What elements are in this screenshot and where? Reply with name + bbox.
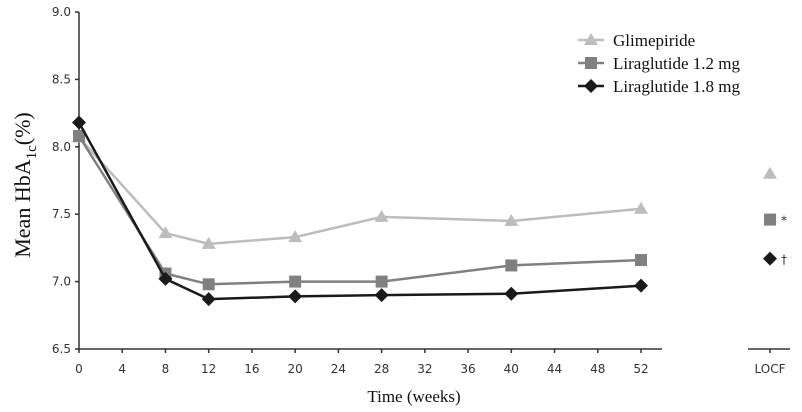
y-tick-label: 8.0 bbox=[52, 140, 71, 154]
x-tick-label: 40 bbox=[504, 362, 519, 376]
x-axis-label: Time (weeks) bbox=[367, 387, 460, 406]
series-line bbox=[77, 121, 642, 301]
x-tick-label: 4 bbox=[118, 362, 126, 376]
data-point bbox=[635, 254, 647, 267]
data-point bbox=[201, 292, 216, 307]
y-tick-label: 8.5 bbox=[52, 72, 71, 86]
x-tick-label: 44 bbox=[547, 362, 562, 376]
legend-label: Glimepiride bbox=[613, 31, 695, 50]
data-point bbox=[504, 213, 519, 226]
x-tick-label: 48 bbox=[590, 362, 605, 376]
data-point bbox=[201, 236, 216, 249]
series-diamond: † bbox=[72, 115, 787, 307]
x-tick-label: 8 bbox=[162, 362, 170, 376]
y-axis-label: Mean HbA1c(%) bbox=[10, 112, 40, 258]
data-point bbox=[288, 230, 303, 243]
legend-item: Glimepiride bbox=[578, 31, 695, 50]
legend-item: Liraglutide 1.8 mg bbox=[578, 77, 741, 96]
y-tick-label: 7.5 bbox=[52, 207, 71, 221]
legend-label: Liraglutide 1.8 mg bbox=[613, 77, 741, 96]
data-point bbox=[374, 209, 389, 222]
y-tick-label: 6.5 bbox=[52, 342, 71, 356]
data-point bbox=[289, 275, 302, 288]
legend-label: Liraglutide 1.2 mg bbox=[613, 54, 741, 73]
series-line bbox=[77, 135, 642, 286]
data-point bbox=[202, 278, 215, 291]
legend-marker bbox=[584, 79, 598, 93]
x-tick-label: 12 bbox=[201, 362, 216, 376]
locf-point bbox=[763, 251, 777, 266]
legend-marker bbox=[584, 33, 598, 45]
data-point bbox=[634, 278, 648, 293]
x-tick-label: 20 bbox=[288, 362, 303, 376]
data-point bbox=[504, 286, 519, 301]
locf-label: LOCF bbox=[755, 362, 786, 376]
data-point bbox=[288, 289, 303, 304]
data-point bbox=[72, 115, 86, 130]
legend: Glimepiride Liraglutide 1.2 mg Liraglutide… bbox=[578, 31, 741, 96]
data-point bbox=[634, 201, 648, 214]
data-point bbox=[374, 288, 389, 303]
locf-significance-mark: * bbox=[781, 214, 787, 228]
locf-significance-mark: † bbox=[781, 253, 787, 267]
locf-point bbox=[764, 213, 776, 226]
series-line bbox=[78, 136, 642, 246]
y-tick-label: 9.0 bbox=[52, 5, 71, 19]
axes: 6.57.07.58.08.59.00 4 8 12 16 20 24 28 32 36 40 44 4… bbox=[52, 5, 790, 376]
legend-item: Liraglutide 1.2 mg bbox=[578, 54, 741, 73]
x-tick-label: 36 bbox=[460, 362, 475, 376]
data-point bbox=[158, 271, 173, 286]
x-tick-label: 0 bbox=[75, 362, 83, 376]
legend-marker bbox=[585, 57, 597, 69]
data-point bbox=[375, 275, 388, 288]
locf-point bbox=[763, 166, 777, 179]
x-tick-label: 52 bbox=[633, 362, 648, 376]
x-tick-label: 28 bbox=[374, 362, 389, 376]
x-tick-label: 32 bbox=[417, 362, 432, 376]
data-point bbox=[73, 130, 85, 143]
x-tick-label: 16 bbox=[244, 362, 259, 376]
y-tick-label: 7.0 bbox=[52, 275, 71, 289]
series-square: * bbox=[73, 130, 787, 291]
series-group: *† bbox=[72, 115, 787, 307]
x-tick-label: 24 bbox=[331, 362, 346, 376]
data-point bbox=[505, 259, 518, 272]
series-triangle bbox=[72, 130, 777, 249]
data-point bbox=[158, 226, 173, 239]
